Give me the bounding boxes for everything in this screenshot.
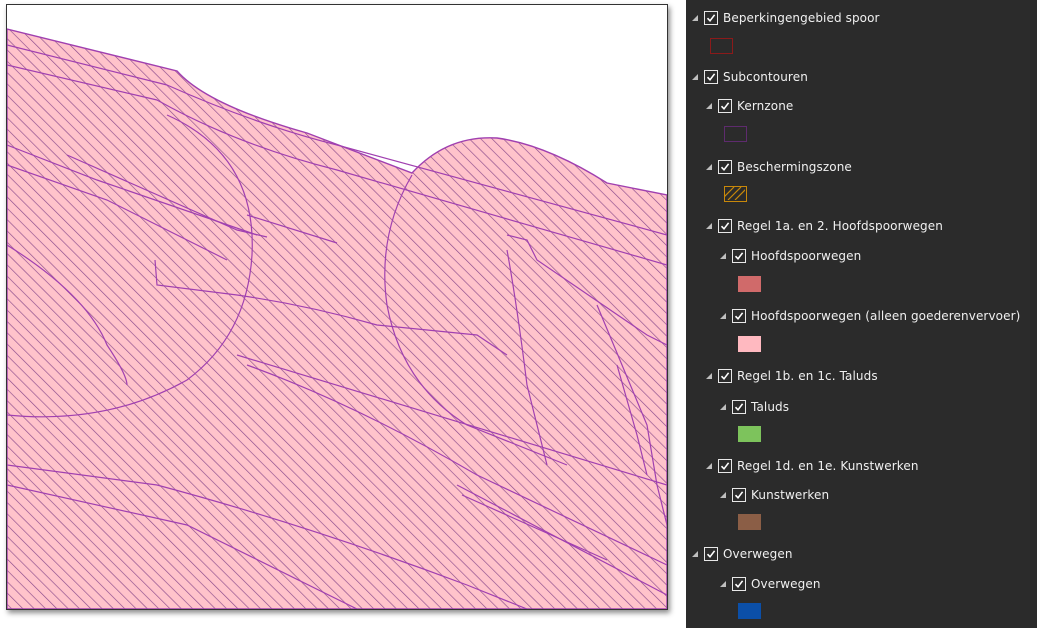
expand-triangle-icon[interactable] <box>690 72 700 82</box>
layer-label: Kunstwerken <box>751 488 830 502</box>
curve-right-edge-2 <box>616 364 648 476</box>
circle-zone-right <box>384 174 568 466</box>
expand-triangle-icon[interactable] <box>718 490 728 500</box>
track-line-8 <box>246 364 667 566</box>
layer-row-subcontouren[interactable]: Subcontouren <box>690 66 808 88</box>
map-canvas[interactable] <box>7 5 667 609</box>
curve-right-edge <box>596 304 667 526</box>
expand-triangle-icon[interactable] <box>718 311 728 321</box>
layer-row-regel1d[interactable]: Regel 1d. en 1e. Kunstwerken <box>704 455 919 477</box>
layer-visibility-checkbox[interactable] <box>704 547 718 561</box>
layer-label: Taluds <box>751 400 790 414</box>
layer-visibility-checkbox[interactable] <box>718 219 732 233</box>
track-line-10 <box>7 484 358 609</box>
checkmark-icon <box>734 312 744 321</box>
layer-row-beperkingengebied[interactable]: Beperkingengebied spoor <box>690 7 880 29</box>
symbol-swatch-beperkingengebied <box>710 38 733 54</box>
track-zone-band <box>7 28 667 609</box>
track-line-5 <box>66 154 268 238</box>
checkmark-icon <box>720 163 730 172</box>
layer-row-regel1b[interactable]: Regel 1b. en 1c. Taluds <box>704 365 878 387</box>
layer-label: Beschermingszone <box>737 160 852 174</box>
expand-triangle-icon[interactable] <box>718 402 728 412</box>
checkmark-icon <box>720 372 730 381</box>
layer-label: Regel 1a. en 2. Hoofdspoorwegen <box>737 219 943 233</box>
expand-triangle-icon[interactable] <box>704 221 714 231</box>
expand-triangle-icon[interactable] <box>690 13 700 23</box>
spur-right <box>506 234 667 346</box>
layer-visibility-checkbox[interactable] <box>732 577 746 591</box>
layer-visibility-checkbox[interactable] <box>718 99 732 113</box>
map-view[interactable] <box>6 4 668 610</box>
layer-visibility-checkbox[interactable] <box>704 11 718 25</box>
layer-label: Overwegen <box>751 577 821 591</box>
layer-visibility-checkbox[interactable] <box>732 249 746 263</box>
expand-triangle-icon[interactable] <box>704 101 714 111</box>
layer-visibility-checkbox[interactable] <box>732 400 746 414</box>
symbol-swatch-kernzone <box>724 126 747 142</box>
checkmark-icon <box>734 491 744 500</box>
layer-row-hoofdspoorwegen[interactable]: Hoofdspoorwegen <box>718 245 861 267</box>
checkmark-icon <box>720 102 730 111</box>
checkmark-icon <box>720 462 730 471</box>
layer-label: Subcontouren <box>723 70 808 84</box>
track-line-12 <box>461 494 608 561</box>
layer-row-overwegen[interactable]: Overwegen <box>718 573 821 595</box>
curve-left-top <box>7 244 128 386</box>
expand-triangle-icon[interactable] <box>704 461 714 471</box>
layer-visibility-checkbox[interactable] <box>704 70 718 84</box>
expand-triangle-icon[interactable] <box>690 549 700 559</box>
expand-triangle-icon[interactable] <box>718 579 728 589</box>
layer-row-hoofdspoorwegen-goederen[interactable]: Hoofdspoorwegen (alleen goederenvervoer) <box>718 305 1020 327</box>
checkmark-icon <box>706 14 716 23</box>
layer-label: Hoofdspoorwegen <box>751 249 862 263</box>
checkmark-icon <box>706 73 716 82</box>
checkmark-icon <box>734 403 744 412</box>
circle-zone-left <box>7 114 253 418</box>
checkmark-icon <box>706 550 716 559</box>
symbol-swatch-taluds <box>738 426 761 442</box>
track-line-3 <box>7 144 258 236</box>
layer-visibility-checkbox[interactable] <box>718 459 732 473</box>
checkmark-icon <box>734 580 744 589</box>
layer-visibility-checkbox[interactable] <box>718 369 732 383</box>
layer-row-kernzone[interactable]: Kernzone <box>704 95 793 117</box>
symbol-swatch-hoofdspoorwegen-goederen <box>738 336 761 352</box>
layer-row-regel1a[interactable]: Regel 1a. en 2. Hoofdspoorwegen <box>704 215 943 237</box>
symbol-swatch-hoofdspoorwegen <box>738 276 761 292</box>
contents-pane: Beperkingengebied spoor Subcontouren Kernz… <box>686 0 1037 628</box>
spur-right-2 <box>506 249 548 466</box>
layer-row-overwegen-group[interactable]: Overwegen <box>690 543 793 565</box>
symbol-swatch-beschermingszone <box>724 186 747 202</box>
layer-visibility-checkbox[interactable] <box>718 160 732 174</box>
platform-outline <box>154 259 508 356</box>
track-line-2 <box>7 64 667 266</box>
layer-row-beschermingszone[interactable]: Beschermingszone <box>704 156 852 178</box>
expand-triangle-icon[interactable] <box>704 162 714 172</box>
layer-label: Hoofdspoorwegen (alleen goederenvervoer) <box>751 309 1021 323</box>
track-line-4 <box>7 164 228 261</box>
symbol-swatch-overwegen <box>738 603 761 619</box>
expand-triangle-icon[interactable] <box>718 251 728 261</box>
layer-label: Regel 1b. en 1c. Taluds <box>737 369 878 383</box>
track-line-7 <box>236 354 667 486</box>
layer-row-kunstwerken[interactable]: Kunstwerken <box>718 484 829 506</box>
checkmark-icon <box>720 222 730 231</box>
expand-triangle-icon[interactable] <box>704 371 714 381</box>
layer-label: Regel 1d. en 1e. Kunstwerken <box>737 459 919 473</box>
track-line-1 <box>7 44 667 236</box>
layer-visibility-checkbox[interactable] <box>732 488 746 502</box>
layer-label: Kernzone <box>737 99 794 113</box>
checkmark-icon <box>734 252 744 261</box>
track-line-9 <box>7 464 528 609</box>
track-feature-lines <box>7 44 667 609</box>
symbol-swatch-kunstwerken <box>738 514 761 530</box>
layer-visibility-checkbox[interactable] <box>732 309 746 323</box>
layer-label: Beperkingengebied spoor <box>723 11 880 25</box>
layer-label: Overwegen <box>723 547 793 561</box>
track-line-6 <box>246 214 338 244</box>
layer-row-taluds[interactable]: Taluds <box>718 396 789 418</box>
